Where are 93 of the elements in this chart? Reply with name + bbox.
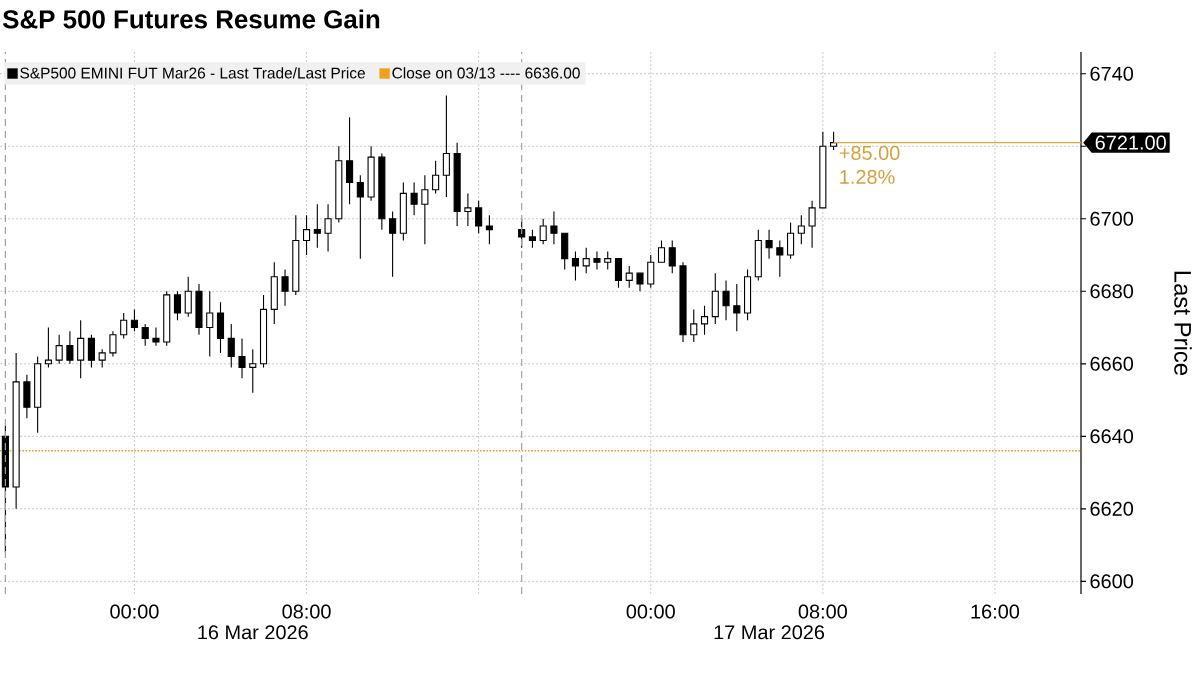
candlestick: [690, 308, 698, 343]
candlestick: [432, 160, 440, 194]
candlestick: [249, 348, 257, 394]
candlestick: [216, 301, 225, 354]
candlestick: [324, 203, 332, 252]
candlestick: [797, 214, 805, 245]
candlestick: [743, 268, 752, 321]
candlestick: [367, 145, 375, 202]
candlestick: [647, 254, 655, 289]
candlestick: [668, 239, 676, 274]
candlestick: [808, 200, 816, 249]
x-tick-label: 16:00: [971, 604, 1020, 619]
candlestick: [787, 221, 795, 260]
candlestick: [614, 258, 623, 289]
candlestick: [442, 94, 450, 198]
candlestick: [700, 305, 709, 336]
candlestick: [238, 337, 246, 379]
candlestick: [12, 352, 20, 510]
y-tick-label: 6660: [1090, 356, 1134, 371]
y-axis-title: Last Price: [1174, 271, 1192, 376]
candlestick: [571, 250, 580, 281]
annotation: +85.00: [839, 145, 900, 160]
candlestick: [464, 192, 472, 227]
y-tick-label: 6640: [1090, 429, 1134, 444]
candlestick: [421, 174, 429, 245]
candlestick: [378, 152, 386, 231]
candlestick: [66, 330, 74, 365]
candlestick: [582, 247, 590, 274]
candlestick: [722, 279, 730, 321]
candlestick: [98, 348, 106, 368]
candlestick: [625, 265, 633, 289]
candlestick: [733, 283, 741, 332]
candlestick: [561, 232, 569, 271]
candlestick: [120, 312, 128, 339]
candlestick: [335, 145, 343, 223]
candlestick: [184, 276, 192, 318]
candlestick: [55, 334, 63, 365]
candlestick: [292, 214, 300, 296]
candlestick: [227, 323, 235, 368]
chart-title: S&P 500 Futures Resume Gain: [2, 9, 380, 29]
candlestick: [173, 290, 182, 321]
candlestick: [109, 330, 117, 358]
legend-label: Close on 03/13 ---- 6636.00: [392, 67, 580, 79]
candlestick: [550, 210, 558, 245]
x-tick-label: 08:00: [282, 604, 331, 619]
legend-label: S&P500 EMINI FUT Mar26 - Last Trade/Last Price: [20, 67, 365, 79]
candlestick: [34, 355, 42, 434]
candlestick: [389, 210, 397, 278]
candlestick: [152, 326, 160, 347]
candlestick: [356, 174, 364, 260]
candlestick: [657, 239, 666, 263]
candlestick: [259, 294, 268, 368]
candlestick: [77, 319, 85, 379]
candlestick: [195, 283, 203, 336]
candlestick: [528, 229, 536, 249]
candlestick: [130, 308, 139, 332]
y-tick-label: 6620: [1090, 501, 1134, 516]
text: 16 Mar 2026: [198, 625, 308, 640]
candlestick: [776, 239, 784, 278]
candlestick: [679, 261, 687, 343]
candlestick: [313, 203, 321, 249]
text: 17 Mar 2026: [714, 625, 825, 640]
candlestick: [765, 229, 773, 260]
candlestick: [819, 131, 827, 209]
candlestick: [754, 229, 762, 281]
candlestick: [539, 218, 547, 245]
candlestick: [475, 200, 483, 234]
x-tick-label: 00:00: [110, 604, 159, 619]
candlestick: [270, 261, 278, 325]
candlestick: [23, 374, 31, 419]
candlestick: [711, 272, 719, 325]
candlestick: [485, 214, 493, 245]
x-tick-label: 08:00: [798, 604, 847, 619]
candlestick: [604, 250, 612, 271]
candlestick: [163, 290, 171, 347]
y-tick-label: 6680: [1090, 284, 1134, 299]
candlestick: [281, 268, 289, 307]
candlestick: [87, 334, 95, 368]
candlestick: [141, 323, 149, 347]
x-tick-label: 00:00: [626, 604, 675, 619]
candlestick: [346, 116, 354, 205]
candlestick: [410, 181, 418, 216]
y-tick-label: 6600: [1090, 574, 1134, 589]
candlestick: [206, 290, 214, 358]
y-tick-label: 6740: [1090, 66, 1134, 81]
annotation: 6721.00: [1095, 135, 1166, 150]
candlestick: [399, 181, 407, 242]
candlestick: [636, 272, 644, 292]
candlestick: [302, 214, 311, 256]
candlestick: [593, 250, 601, 271]
annotation: 1.28%: [840, 169, 895, 184]
y-tick-label: 6700: [1090, 211, 1134, 226]
candlestick: [453, 142, 461, 227]
